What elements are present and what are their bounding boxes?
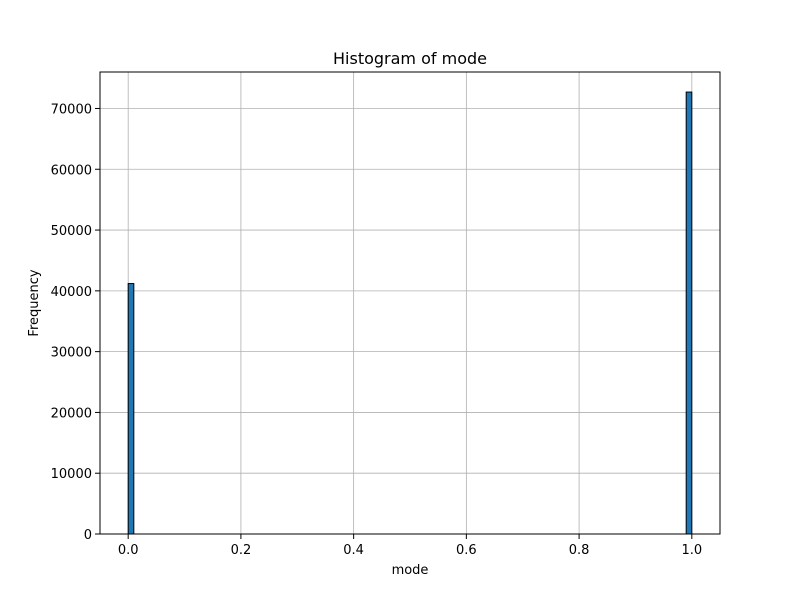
y-tick-label: 40000 (51, 285, 92, 300)
y-axis-ticks: 0 10000 20000 30000 40000 50000 60000 70000 (51, 102, 100, 543)
x-tick-label: 0.2 (231, 543, 252, 558)
plot-frame (99, 71, 721, 535)
y-tick-label: 60000 (51, 163, 92, 178)
y-axis-label: Frequency (27, 269, 42, 336)
x-tick-label: 1.0 (681, 543, 702, 558)
y-tick-label: 0 (84, 528, 92, 543)
chart-title: Histogram of mode (333, 49, 487, 68)
histogram-bar (685, 91, 693, 535)
x-axis-ticks: 0.0 0.2 0.4 0.6 0.8 1.0 (118, 534, 702, 558)
x-tick-label: 0.0 (118, 543, 139, 558)
x-tick-label: 0.6 (456, 543, 477, 558)
x-tick-label: 0.4 (343, 543, 364, 558)
y-tick-label: 50000 (51, 224, 92, 239)
y-tick-label: 30000 (51, 346, 92, 361)
y-tick-label: 10000 (51, 467, 92, 482)
x-axis-label: mode (392, 563, 429, 578)
x-tick-label: 0.8 (569, 543, 590, 558)
y-tick-label: 70000 (51, 102, 92, 117)
y-tick-label: 20000 (51, 406, 92, 421)
histogram-bar (127, 283, 135, 535)
